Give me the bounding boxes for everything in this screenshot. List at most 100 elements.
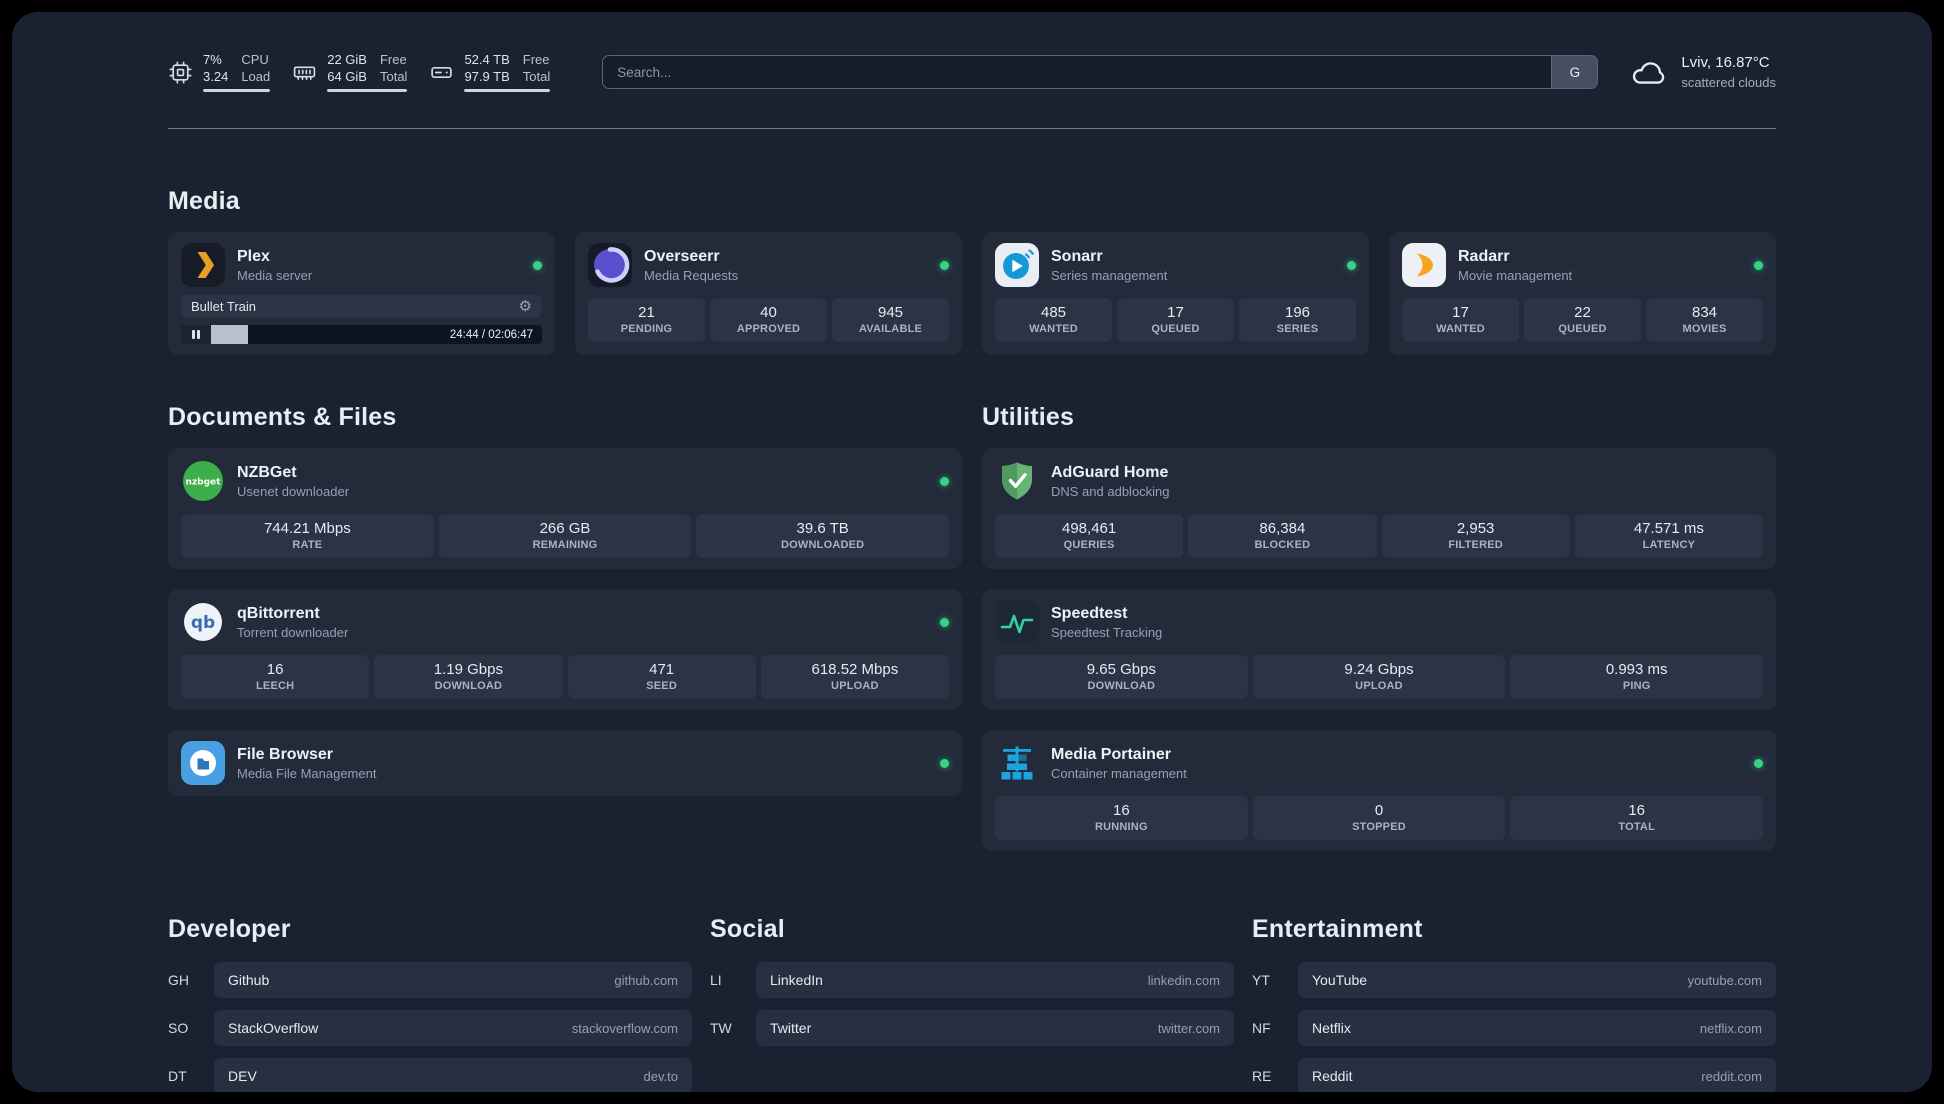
search-engine-button[interactable]: G — [1551, 56, 1598, 88]
cpu-load-value: 3.24 — [203, 68, 229, 84]
bookmark-link[interactable]: DEV dev.to — [214, 1058, 692, 1092]
memory-bar — [327, 89, 408, 93]
status-dot — [1347, 260, 1356, 270]
service-stats: 485 WANTED 17 QUEUED 196 SERIES — [995, 298, 1356, 342]
memory-icon — [292, 60, 317, 85]
stat-label: PENDING — [620, 323, 673, 335]
service-card-overseerr[interactable]: Overseerr Media Requests 21 PENDING 40 A… — [575, 232, 962, 355]
stat-label: RATE — [292, 539, 323, 551]
stat-label: DOWNLOAD — [1087, 680, 1156, 692]
service-stats: 498,461 QUERIES 86,384 BLOCKED 2,953 FIL… — [995, 514, 1763, 558]
service-stats: 17 WANTED 22 QUEUED 834 MOVIES — [1402, 298, 1763, 342]
status-dot — [940, 617, 949, 627]
section-title-developer: Developer — [168, 915, 291, 943]
service-name: NZBGet — [237, 463, 297, 481]
stat-label: REMAINING — [532, 539, 598, 551]
stat-value: 266 GB — [539, 520, 591, 537]
bookmark-link[interactable]: Twitter twitter.com — [756, 1010, 1234, 1046]
status-dot — [1754, 758, 1763, 768]
service-card-adguard[interactable]: AdGuard Home DNS and adblocking 498,461 … — [982, 448, 1776, 569]
disk-free-label: Free — [522, 51, 550, 67]
nzbget-icon: nzbget — [181, 459, 225, 503]
stat-value: 86,384 — [1259, 520, 1306, 537]
gear-icon[interactable]: ⚙ — [518, 298, 532, 315]
service-card-portainer[interactable]: Media Portainer Container management 16 … — [982, 730, 1776, 851]
bookmark-dev[interactable]: DT DEV dev.to — [168, 1058, 692, 1092]
progress-track[interactable] — [211, 325, 441, 344]
status-dot — [940, 260, 949, 270]
bookmark-link[interactable]: Github github.com — [214, 962, 692, 998]
playback-time: 24:44 / 02:06:47 — [449, 328, 533, 341]
service-description: Usenet downloader — [237, 484, 350, 500]
service-card-speedtest[interactable]: Speedtest Speedtest Tracking 9.65 Gbps D… — [982, 589, 1776, 710]
service-name: Overseerr — [644, 247, 720, 265]
stat-value: 498,461 — [1062, 520, 1117, 537]
service-header: Radarr Movie management — [1402, 243, 1763, 287]
stat-block: 16 RUNNING — [995, 796, 1248, 840]
bookmark-twitter[interactable]: TW Twitter twitter.com — [710, 1010, 1234, 1046]
service-card-plex[interactable]: Plex Media server Bullet Train ⚙ — [168, 232, 555, 355]
cpu-icon — [168, 60, 193, 85]
stat-block: 16 TOTAL — [1510, 796, 1764, 840]
memory-free-value: 22 GiB — [327, 51, 367, 67]
disk-widget: 52.4 TB 97.9 TB Free Total — [429, 51, 551, 93]
stat-label: QUEUED — [1151, 323, 1200, 335]
search-input[interactable] — [602, 55, 1599, 89]
memory-total-label: Total — [379, 68, 408, 84]
service-description: Series management — [1051, 268, 1168, 284]
bookmark-github[interactable]: GH Github github.com — [168, 962, 692, 998]
stat-block: 471 SEED — [567, 655, 756, 699]
disk-free-value: 52.4 TB — [464, 51, 510, 67]
service-header: Media Portainer Container management — [995, 741, 1763, 785]
bookmarks-section: Developer GH Github github.com SO StackO… — [168, 915, 1776, 1092]
portainer-icon — [995, 741, 1039, 785]
service-header: AdGuard Home DNS and adblocking — [995, 459, 1763, 503]
stat-block: 40 APPROVED — [710, 298, 827, 342]
bookmark-link[interactable]: StackOverflow stackoverflow.com — [214, 1010, 692, 1046]
service-card-radarr[interactable]: Radarr Movie management 17 WANTED 22 QUE… — [1389, 232, 1776, 355]
service-card-nzbget[interactable]: nzbget NZBGet Usenet downloader 744.21 M… — [168, 448, 962, 569]
bookmark-youtube[interactable]: YT YouTube youtube.com — [1252, 962, 1776, 998]
stat-block: 618.52 Mbps UPLOAD — [760, 655, 949, 699]
topbar-divider — [168, 128, 1776, 129]
stat-value: 16 — [1112, 802, 1130, 819]
service-card-filebrowser[interactable]: File Browser Media File Management — [168, 730, 962, 796]
bookmark-url: stackoverflow.com — [571, 1020, 678, 1036]
bookmark-stackoverflow[interactable]: SO StackOverflow stackoverflow.com — [168, 1010, 692, 1046]
bookmark-link[interactable]: Reddit reddit.com — [1298, 1058, 1776, 1092]
bookmark-netflix[interactable]: NF Netflix netflix.com — [1252, 1010, 1776, 1046]
stat-block: 945 AVAILABLE — [832, 298, 949, 342]
status-dot — [1754, 260, 1763, 270]
bookmark-url: github.com — [614, 972, 678, 988]
bookmark-link[interactable]: YouTube youtube.com — [1298, 962, 1776, 998]
service-header: Sonarr Series management — [995, 243, 1356, 287]
stat-label: TOTAL — [1618, 821, 1655, 833]
stat-value: 9.24 Gbps — [1344, 661, 1414, 678]
stat-value: 47.571 ms — [1633, 520, 1704, 537]
speedtest-icon — [995, 600, 1039, 644]
bookmark-name: Twitter — [770, 1020, 812, 1036]
radarr-icon — [1402, 243, 1446, 287]
bookmark-link[interactable]: Netflix netflix.com — [1298, 1010, 1776, 1046]
bookmark-abbr: LI — [710, 972, 722, 988]
stat-block: 47.571 ms LATENCY — [1574, 514, 1763, 558]
stat-value: 16 — [266, 661, 284, 678]
bookmark-reddit[interactable]: RE Reddit reddit.com — [1252, 1058, 1776, 1092]
service-card-qbittorrent[interactable]: qb qBittorrent Torrent downloader 16 LEE… — [168, 589, 962, 710]
stat-label: APPROVED — [736, 323, 801, 335]
section-title-utilities: Utilities — [982, 403, 1075, 431]
bookmark-url: linkedin.com — [1147, 972, 1220, 988]
stat-label: UPLOAD — [831, 680, 879, 692]
bookmark-name: Reddit — [1312, 1068, 1353, 1084]
stat-label: DOWNLOADED — [781, 539, 865, 551]
stat-value: 1.19 Gbps — [433, 661, 503, 678]
stat-block: 0.993 ms PING — [1510, 655, 1764, 699]
service-card-sonarr[interactable]: Sonarr Series management 485 WANTED 17 Q… — [982, 232, 1369, 355]
stat-value: 16 — [1628, 802, 1646, 819]
bookmark-linkedin[interactable]: LI LinkedIn linkedin.com — [710, 962, 1234, 998]
bookmark-link[interactable]: LinkedIn linkedin.com — [756, 962, 1234, 998]
bookmark-abbr: RE — [1252, 1068, 1272, 1084]
stat-label: WANTED — [1029, 323, 1078, 335]
pause-button[interactable] — [181, 325, 211, 344]
stat-label: LEECH — [255, 680, 295, 692]
